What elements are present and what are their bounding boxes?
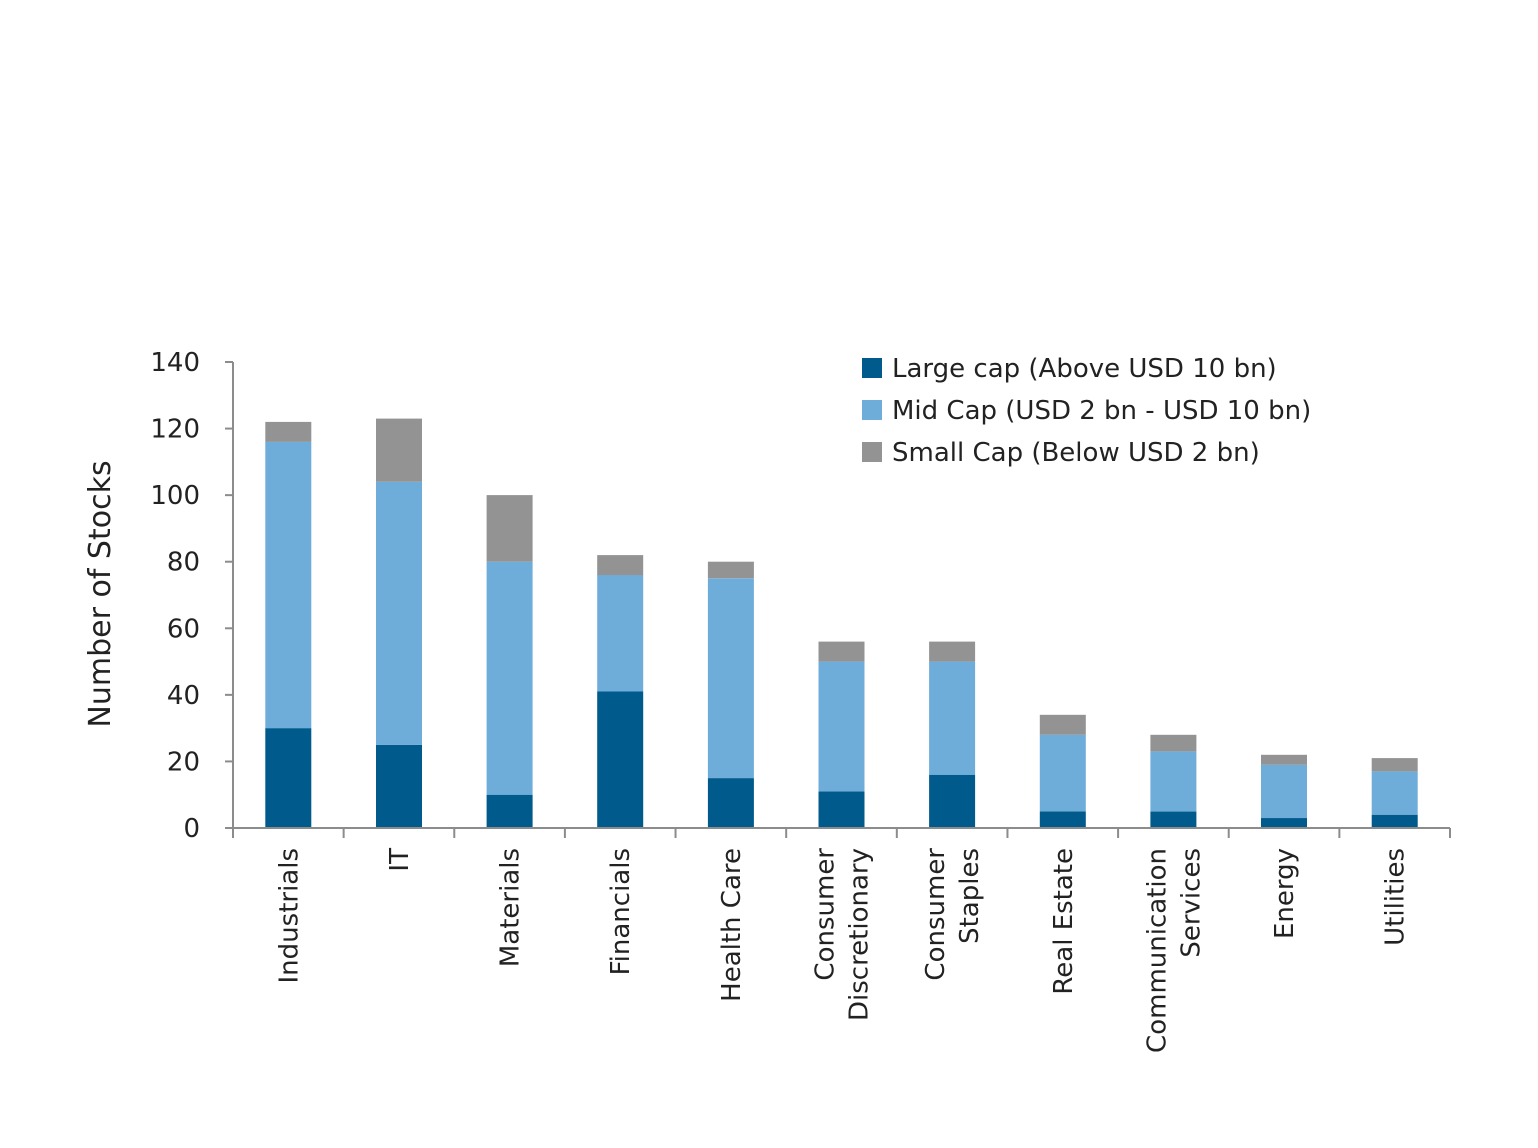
bar-segment-small-cap-3 [597, 555, 644, 576]
x-category-label: Discretionary [845, 848, 875, 1021]
y-axis-title: Number of Stocks [83, 460, 118, 727]
bar-segment-mid-cap-7 [1039, 734, 1086, 812]
bar-segment-large-cap-2 [486, 794, 533, 828]
x-category-labels: Industrials IT Materials Financials Health C… [274, 848, 1410, 1053]
bar-segment-large-cap-10 [1371, 814, 1418, 828]
bar-segment-small-cap-5 [818, 641, 865, 662]
bar-segment-large-cap-5 [818, 791, 865, 828]
x-category-label: Services [1176, 848, 1206, 958]
x-category-label: Consumer [921, 848, 951, 981]
bar-segment-large-cap-8 [1150, 811, 1197, 828]
bar-segment-small-cap-2 [486, 495, 533, 562]
x-category-label: Staples [955, 848, 985, 944]
legend-label: Large cap (Above USD 10 bn) [892, 354, 1277, 384]
x-category-label: Real Estate [1049, 848, 1079, 995]
bar-segment-mid-cap-0 [265, 441, 312, 729]
x-category-label: Energy [1270, 848, 1300, 939]
x-category-label: Health Care [717, 848, 747, 1002]
bar-segment-mid-cap-10 [1371, 771, 1418, 815]
bar-segment-large-cap-6 [929, 774, 976, 828]
legend-label: Mid Cap (USD 2 bn - USD 10 bn) [892, 396, 1311, 426]
x-category-label: Communication [1142, 848, 1172, 1053]
bar-segment-small-cap-0 [265, 421, 312, 442]
y-tick-label: 140 [150, 348, 200, 378]
bar-segment-small-cap-7 [1039, 714, 1086, 735]
bar-segment-large-cap-7 [1039, 811, 1086, 828]
bar-segment-mid-cap-8 [1150, 751, 1197, 812]
bar-segment-large-cap-4 [707, 778, 754, 828]
y-tick-label: 60 [167, 614, 200, 644]
x-category-label: IT [385, 848, 415, 872]
bar-segment-large-cap-9 [1261, 818, 1307, 828]
bar-segment-small-cap-9 [1261, 754, 1307, 765]
bar-segment-mid-cap-9 [1261, 764, 1307, 819]
bar-segment-small-cap-4 [707, 561, 754, 579]
bar-segment-small-cap-1 [376, 418, 422, 482]
bar-segment-mid-cap-6 [929, 661, 976, 775]
y-tick-label: 20 [167, 747, 200, 777]
x-category-label: Consumer [811, 848, 841, 981]
bar-segment-large-cap-1 [376, 744, 422, 828]
y-tick-label: 120 [150, 415, 200, 445]
bar-segment-large-cap-3 [597, 691, 644, 828]
axes-layer [225, 361, 1451, 838]
y-tick-label: 100 [150, 481, 200, 511]
bar-segment-large-cap-0 [265, 728, 312, 828]
x-category-label: Financials [606, 848, 636, 975]
bar-segment-mid-cap-3 [597, 575, 644, 692]
x-category-label: Utilities [1381, 848, 1411, 946]
x-category-label: Industrials [274, 848, 304, 983]
bar-segment-small-cap-10 [1371, 758, 1418, 772]
y-tick-label: 80 [167, 548, 200, 578]
y-tick-label: 40 [167, 681, 200, 711]
bar-segment-mid-cap-1 [376, 481, 422, 745]
legend-swatch-small-cap [862, 442, 882, 462]
bar-segment-mid-cap-2 [486, 561, 533, 795]
y-tick-labels: 0 20 40 60 80 100 120 140 [150, 348, 200, 844]
bar-segment-small-cap-8 [1150, 734, 1197, 752]
bar-segment-small-cap-6 [929, 641, 976, 662]
x-category-label: Materials [496, 848, 526, 967]
y-tick-label: 0 [183, 814, 200, 844]
legend-swatch-mid-cap [862, 400, 882, 420]
bars-layer [265, 418, 1418, 828]
bar-segment-mid-cap-5 [818, 661, 865, 792]
legend: Large cap (Above USD 10 bn) Mid Cap (USD … [862, 354, 1311, 468]
legend-label: Small Cap (Below USD 2 bn) [892, 438, 1260, 468]
bar-segment-mid-cap-4 [707, 578, 754, 779]
legend-swatch-large-cap [862, 358, 882, 378]
